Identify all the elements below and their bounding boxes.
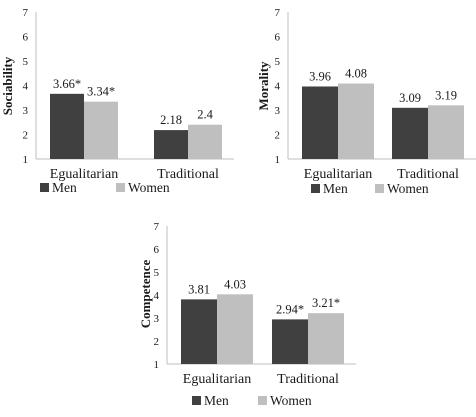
data-label: 3.96 (309, 69, 331, 83)
y-tick-label: 5 (23, 56, 29, 68)
y-tick-label: 4 (154, 290, 160, 302)
bar (50, 93, 84, 159)
bar (302, 86, 338, 159)
y-tick-label: 1 (154, 359, 160, 371)
y-tick-label: 4 (23, 81, 29, 93)
y-tick-label: 7 (275, 7, 281, 19)
legend-swatch (40, 183, 49, 192)
y-tick-label: 7 (23, 7, 29, 19)
data-label: 3.81 (188, 282, 210, 296)
y-tick-label: 1 (23, 154, 29, 166)
legend-swatch (116, 183, 125, 192)
bar (181, 299, 217, 364)
legend-swatch (311, 184, 320, 193)
y-axis-title: Morality (256, 61, 271, 111)
y-axis-title: Sociability (0, 56, 15, 115)
bar (188, 124, 222, 159)
legend-swatch (375, 184, 384, 193)
y-tick-label: 3 (23, 105, 29, 117)
y-tick-label: 4 (275, 81, 281, 93)
bar (308, 313, 344, 364)
x-category-label: Egualitarian (50, 167, 118, 182)
y-tick-label: 3 (275, 105, 281, 117)
data-label: 2.18 (160, 113, 182, 127)
legend-label: Men (204, 393, 229, 408)
legend-label: Women (387, 181, 429, 196)
data-label: 4.03 (224, 277, 246, 291)
bar (154, 130, 188, 159)
chart-panel-3: 1 2 3 4 5 6 7 Competence 3.81 4.03 Egualitarian 2.9… (138, 221, 356, 408)
legend-swatch (258, 396, 267, 405)
y-tick-label: 7 (154, 221, 160, 233)
data-label: 3.34* (87, 85, 115, 99)
legend-label: Men (52, 180, 77, 195)
y-tick-label: 2 (275, 130, 281, 142)
legend-label: Men (323, 181, 348, 196)
data-label: 3.09 (399, 91, 421, 105)
data-label: 2.4 (197, 108, 213, 122)
data-label: 3.21* (312, 296, 340, 310)
bar (338, 83, 374, 159)
y-tick-label: 3 (154, 313, 160, 325)
y-tick-label: 2 (23, 130, 29, 142)
x-category-label: Egualitarian (183, 372, 251, 387)
chart-panel-2: 1 2 3 4 5 6 7 Morality 3.96 4.08 Egualitarian 3.09 3… (256, 7, 476, 196)
x-category-label: Traditional (397, 167, 459, 182)
legend-swatch (192, 396, 201, 405)
data-label: 3.66* (53, 77, 81, 91)
data-label: 4.08 (345, 67, 367, 81)
y-tick-label: 1 (275, 154, 281, 166)
bar (428, 105, 464, 159)
y-tick-label: 6 (154, 244, 160, 256)
legend-label: Women (270, 393, 312, 408)
chart-panel-1: 1 2 3 4 5 6 7 Sociability 3.66* 3.34* Egualitarian… (0, 7, 234, 195)
bar (392, 107, 428, 159)
x-category-label: Egualitarian (304, 167, 372, 182)
x-category-label: Traditional (157, 167, 219, 182)
y-tick-label: 6 (275, 32, 281, 44)
y-axis-title: Competence (138, 259, 153, 328)
y-tick-label: 5 (275, 56, 281, 68)
y-tick-label: 2 (154, 336, 160, 348)
bar (272, 319, 308, 364)
legend-label: Women (128, 180, 170, 195)
bar (217, 294, 253, 364)
bar (84, 101, 118, 159)
y-tick-label: 5 (154, 267, 160, 279)
x-category-label: Traditional (277, 372, 339, 387)
data-label: 2.94* (276, 302, 304, 316)
y-tick-label: 6 (23, 32, 29, 44)
data-label: 3.19 (435, 88, 457, 102)
